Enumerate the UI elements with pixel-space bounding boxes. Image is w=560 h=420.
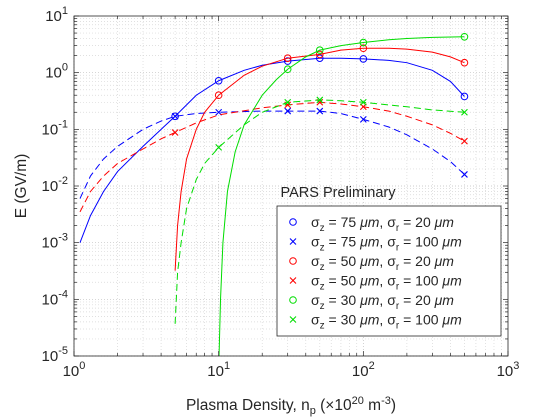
x-tick-label-exp: 2 bbox=[369, 360, 375, 372]
series-0-point bbox=[214, 76, 223, 85]
x-tick-label-exp: 0 bbox=[79, 360, 85, 372]
series-0-line bbox=[79, 57, 465, 243]
y-tick-label-base: 10 bbox=[42, 291, 59, 308]
y-tick-label-base: 10 bbox=[42, 348, 59, 365]
y-tick-label-base: 10 bbox=[45, 65, 62, 82]
series-2-line bbox=[174, 47, 465, 271]
x-tick-label-base: 10 bbox=[352, 363, 369, 380]
series-layer bbox=[79, 32, 469, 356]
x-tick-label: 102 bbox=[352, 360, 375, 380]
series-5-line bbox=[174, 99, 465, 324]
legend-marker bbox=[289, 277, 297, 284]
y-tick-label-base: 10 bbox=[45, 8, 62, 25]
legend-label: σz = 50 μm, σr = 100 μm bbox=[311, 273, 462, 293]
series-1-point bbox=[359, 115, 367, 123]
legend-entry: σz = 75 μm, σr = 20 μm bbox=[289, 214, 454, 234]
series-1-point bbox=[171, 112, 179, 120]
legend-marker bbox=[289, 218, 297, 226]
plot-area bbox=[79, 32, 469, 356]
legend-label: σz = 50 μm, σr = 20 μm bbox=[311, 253, 454, 273]
series-4-point bbox=[460, 32, 469, 41]
series-5-point bbox=[359, 98, 367, 106]
y-tick-label-exp: -4 bbox=[58, 288, 68, 300]
x-tick-label: 103 bbox=[497, 360, 520, 380]
x-tick-label-exp: 1 bbox=[224, 360, 230, 372]
series-2-point bbox=[359, 44, 368, 53]
legend-entry: σz = 75 μm, σr = 100 μm bbox=[289, 234, 462, 254]
y-tick-label: 100 bbox=[45, 62, 68, 82]
legend-marker bbox=[289, 257, 297, 265]
series-2-point bbox=[315, 50, 324, 59]
x-tick-label-base: 10 bbox=[63, 363, 80, 380]
y-tick-label-exp: 0 bbox=[62, 62, 68, 74]
y-tick-label-exp: -5 bbox=[58, 345, 68, 357]
series-2-point bbox=[214, 91, 223, 100]
y-tick-label: 10-3 bbox=[42, 232, 68, 252]
tick-layer bbox=[73, 15, 509, 357]
legend-entry: σz = 50 μm, σr = 100 μm bbox=[289, 273, 462, 293]
y-tick-label: 101 bbox=[45, 5, 68, 25]
y-tick-label: 10-4 bbox=[42, 288, 68, 308]
x-tick-label-base: 10 bbox=[207, 363, 224, 380]
y-axis-title: E (GV/m) bbox=[13, 154, 30, 219]
series-1-point bbox=[316, 107, 324, 115]
series-3-point bbox=[461, 137, 468, 145]
x-tick-label: 101 bbox=[207, 360, 230, 380]
legend-marker bbox=[289, 238, 297, 245]
legend-label: σz = 30 μm, σr = 100 μm bbox=[311, 312, 462, 332]
legend-label: σz = 75 μm, σr = 20 μm bbox=[311, 214, 454, 234]
series-4-point bbox=[315, 46, 324, 54]
series-3-line bbox=[79, 101, 465, 213]
series-2 bbox=[174, 44, 469, 271]
series-4-line bbox=[218, 36, 465, 356]
legend-label: σz = 75 μm, σr = 100 μm bbox=[311, 234, 462, 254]
series-1 bbox=[79, 107, 468, 199]
series-1-point bbox=[284, 107, 292, 115]
y-tick-label-base: 10 bbox=[42, 178, 59, 195]
series-5-point bbox=[215, 144, 223, 151]
x-tick-label-base: 10 bbox=[497, 363, 514, 380]
legend-title: PARS Preliminary bbox=[281, 185, 397, 201]
legend-entry: σz = 50 μm, σr = 20 μm bbox=[289, 253, 454, 273]
x-axis-title: Plasma Density, np (×1020 m-3) bbox=[186, 395, 396, 417]
y-tick-label-base: 10 bbox=[42, 121, 59, 138]
y-tick-label-exp: 1 bbox=[62, 5, 68, 17]
y-tick-label: 10-1 bbox=[42, 118, 68, 138]
series-4-point bbox=[359, 38, 368, 47]
series-2-point bbox=[460, 58, 469, 67]
y-tick-label: 10-5 bbox=[42, 345, 68, 365]
y-tick-label-base: 10 bbox=[42, 235, 59, 252]
series-0-point bbox=[359, 55, 368, 63]
x-tick-label: 100 bbox=[63, 360, 86, 380]
x-tick-label-exp: 3 bbox=[513, 360, 519, 372]
series-4 bbox=[218, 32, 469, 356]
series-1-point bbox=[461, 171, 468, 178]
legend-label: σz = 30 μm, σr = 20 μm bbox=[311, 292, 454, 312]
series-5 bbox=[174, 96, 468, 324]
legend-entry: σz = 30 μm, σr = 100 μm bbox=[289, 312, 462, 332]
legend-box bbox=[276, 205, 502, 337]
series-4-point bbox=[283, 65, 292, 74]
series-3-point bbox=[171, 129, 179, 136]
legend-marker bbox=[289, 296, 297, 304]
series-1-line bbox=[79, 110, 465, 199]
series-5-point bbox=[316, 96, 324, 104]
series-0-point bbox=[460, 92, 469, 101]
series-2-point bbox=[283, 54, 292, 63]
legend-entry: σz = 30 μm, σr = 20 μm bbox=[289, 292, 454, 312]
series-5-point bbox=[461, 108, 468, 116]
series-5-point bbox=[284, 98, 292, 106]
y-tick-label-exp: -3 bbox=[58, 232, 68, 244]
legend-marker bbox=[289, 316, 297, 323]
y-tick-label: 10-2 bbox=[42, 175, 68, 195]
y-tick-label-exp: -2 bbox=[58, 175, 68, 187]
y-tick-label-exp: -1 bbox=[58, 118, 68, 130]
